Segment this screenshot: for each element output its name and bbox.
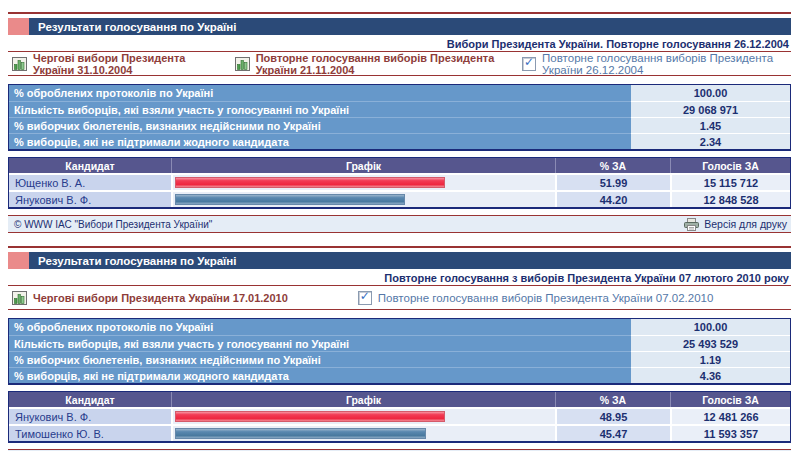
candidate-row: Ющенко В. А. 51.99 15 115 712 (9, 173, 790, 190)
candidate-row: Янукович В. Ф. 44.20 12 848 528 (9, 190, 790, 207)
column-header-percent: % ЗА (555, 392, 670, 407)
column-header-graph: Графік (171, 158, 555, 173)
checked-checkbox-icon[interactable]: ✓ (358, 291, 372, 305)
candidates-table: Кандидат Графік % ЗА Голосів ЗА Ющенко В… (8, 157, 791, 209)
election-subtitle: Повторне голосування з виборів Президент… (384, 272, 789, 284)
candidate-graph-cell (171, 426, 555, 441)
stat-row-protocols: % оброблених протоколів по Україні 100.0… (9, 85, 790, 101)
top-divider (8, 246, 791, 248)
candidate-percent: 44.20 (555, 192, 670, 207)
tab-label: Повторне голосування виборів Президента … (542, 52, 791, 76)
stat-row-invalid-ballots: % виборчих бюлетенів, визнаних недійсним… (9, 351, 790, 367)
result-bar (175, 411, 445, 422)
print-version-label: Версія для друку (704, 218, 787, 230)
page-title: Результати голосування по Україні (38, 21, 236, 33)
candidate-votes: 11 593 357 (670, 426, 790, 441)
tab-election-21-11-2004[interactable]: Повторне голосування виборів Президента … (235, 52, 508, 76)
stat-value: 4.36 (631, 367, 790, 383)
print-version-link[interactable]: Версія для друку (684, 218, 787, 231)
page-title: Результати голосування по Україні (38, 255, 236, 267)
tab-label: Чергові вибори Президента України 31.10.… (33, 52, 221, 76)
candidates-table-header: Кандидат Графік % ЗА Голосів ЗА (9, 392, 790, 407)
panel-title-bar: Результати голосування по Україні (8, 18, 791, 35)
stat-value: 29 068 971 (631, 101, 790, 117)
candidates-table-header: Кандидат Графік % ЗА Голосів ЗА (9, 158, 790, 173)
candidate-name: Тимошенко Ю. В. (9, 426, 171, 441)
candidate-votes: 15 115 712 (670, 175, 790, 190)
stat-value: 100.00 (631, 85, 790, 101)
tab-election-31-10-2004[interactable]: Чергові вибори Президента України 31.10.… (12, 52, 221, 76)
stat-label: % виборців, які не підтримали жодного ка… (9, 367, 631, 383)
stat-label: Кількість виборців, які взяли участь у г… (9, 101, 631, 117)
candidate-graph-cell (171, 175, 555, 190)
bar-chart-icon (12, 291, 27, 305)
candidate-name: Янукович В. Ф. (9, 409, 171, 424)
election-subtitle: Вибори Президента України. Повторне голо… (447, 38, 789, 50)
stat-row-protocols: % оброблених протоколів по Україні 100.0… (9, 319, 790, 335)
printer-icon (684, 218, 699, 231)
result-bar (175, 428, 426, 439)
election-subtitle-row: Вибори Президента України. Повторне голо… (8, 35, 791, 51)
panel-footer: © WWW ІАС "Вибори Президента України" Ве… (8, 215, 791, 233)
column-header-percent: % ЗА (555, 158, 670, 173)
result-bar (175, 194, 405, 205)
stat-value: 2.34 (631, 133, 790, 149)
column-header-candidate: Кандидат (9, 158, 171, 173)
stat-value: 1.19 (631, 351, 790, 367)
election-tabs: Чергові вибори Президента України 31.10.… (8, 51, 791, 76)
candidate-percent: 48.95 (555, 409, 670, 424)
stat-value: 25 493 529 (631, 335, 790, 351)
candidate-name: Янукович В. Ф. (9, 192, 171, 207)
candidate-graph-cell (171, 409, 555, 424)
election-subtitle-row: Повторне голосування з виборів Президент… (8, 269, 791, 285)
candidate-name: Ющенко В. А. (9, 175, 171, 190)
column-header-candidate: Кандидат (9, 392, 171, 407)
tab-label: Повторне голосування виборів Президента … (256, 52, 508, 76)
summary-stats-table: % оброблених протоколів по Україні 100.0… (8, 318, 791, 385)
checked-checkbox-icon[interactable]: ✓ (522, 57, 536, 71)
top-divider (8, 12, 791, 14)
candidate-row: Тимошенко Ю. В. 45.47 11 593 357 (9, 424, 790, 441)
tab-election-26-12-2004-current[interactable]: ✓ Повторне голосування виборів Президент… (522, 52, 791, 76)
candidate-percent: 45.47 (555, 426, 670, 441)
stat-label: % виборців, які не підтримали жодного ка… (9, 133, 631, 149)
stat-label: % виборчих бюлетенів, визнаних недійсним… (9, 351, 631, 367)
stat-row-turnout: Кількість виборців, які взяли участь у г… (9, 335, 790, 351)
result-bar (175, 177, 445, 188)
title-accent-square (8, 18, 29, 35)
stat-row-against-all: % виборців, які не підтримали жодного ка… (9, 367, 790, 383)
stat-row-turnout: Кількість виборців, які взяли участь у г… (9, 101, 790, 117)
candidate-graph-cell (171, 192, 555, 207)
results-panel-2004: Результати голосування по Україні Вибори… (8, 12, 791, 233)
candidate-percent: 51.99 (555, 175, 670, 190)
candidate-votes: 12 848 528 (670, 192, 790, 207)
candidate-row: Янукович В. Ф. 48.95 12 481 266 (9, 407, 790, 424)
tab-label: Повторне голосування виборів Президента … (378, 292, 714, 304)
column-header-votes: Голосів ЗА (670, 392, 790, 407)
column-header-graph: Графік (171, 392, 555, 407)
tab-election-07-02-2010-current[interactable]: ✓ Повторне голосування виборів Президент… (358, 291, 714, 305)
stat-value: 1.45 (631, 117, 790, 133)
panel-title-bar: Результати голосування по Україні (8, 252, 791, 269)
stat-row-against-all: % виборців, які не підтримали жодного ка… (9, 133, 790, 149)
copyright-text: © WWW ІАС "Вибори Президента України" (14, 219, 212, 230)
tab-election-17-01-2010[interactable]: Чергові вибори Президента України 17.01.… (12, 291, 288, 305)
election-tabs: Чергові вибори Президента України 17.01.… (8, 285, 791, 310)
stat-label: Кількість виборців, які взяли участь у г… (9, 335, 631, 351)
bar-chart-icon (235, 57, 250, 71)
candidate-votes: 12 481 266 (670, 409, 790, 424)
column-header-votes: Голосів ЗА (670, 158, 790, 173)
stat-row-invalid-ballots: % виборчих бюлетенів, визнаних недійсним… (9, 117, 790, 133)
tab-label: Чергові вибори Президента України 17.01.… (33, 292, 288, 304)
candidates-table: Кандидат Графік % ЗА Голосів ЗА Янукович… (8, 391, 791, 443)
stat-label: % оброблених протоколів по Україні (9, 319, 631, 335)
summary-stats-table: % оброблених протоколів по Україні 100.0… (8, 84, 791, 151)
bar-chart-icon (12, 57, 27, 71)
results-panel-2010: Результати голосування по Україні Повтор… (8, 246, 791, 451)
stat-label: % оброблених протоколів по Україні (9, 85, 631, 101)
stat-value: 100.00 (631, 319, 790, 335)
stat-label: % виборчих бюлетенів, визнаних недійсним… (9, 117, 631, 133)
title-accent-square (8, 252, 29, 269)
